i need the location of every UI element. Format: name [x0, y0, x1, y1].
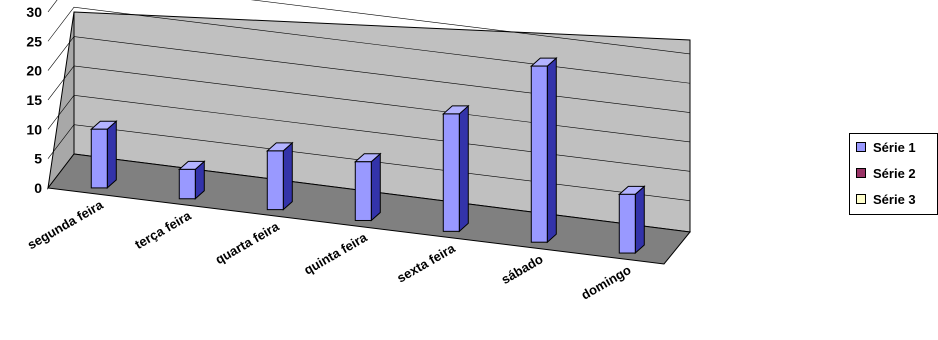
bar-side	[282, 141, 293, 211]
bar	[89, 120, 118, 190]
y-axis-ticks: 0 5 10 15 20 25 30	[26, 4, 42, 196]
bar	[529, 56, 558, 244]
legend-label-serie-3: Série 3	[873, 191, 916, 207]
gridline	[47, 6, 691, 84]
gridline	[47, 36, 691, 113]
bar-front	[354, 161, 372, 221]
y-tick-label: 30	[26, 4, 42, 20]
bar	[265, 141, 294, 211]
y-tick-label: 20	[26, 63, 42, 79]
bar-front	[266, 150, 284, 211]
y-tick-label: 10	[26, 121, 42, 137]
bar-side	[458, 104, 469, 233]
bar-side	[106, 120, 117, 190]
legend-label-serie-1: Série 1	[873, 139, 916, 155]
legend: Série 1 Série 2 Série 3	[849, 133, 938, 215]
bar-front	[442, 113, 460, 232]
bar	[177, 160, 206, 200]
gridline	[47, 65, 691, 143]
legend-label-serie-2: Série 2	[873, 165, 916, 181]
y-tick-label: 5	[34, 151, 42, 167]
bar-front	[178, 168, 196, 200]
legend-swatch-serie-1	[856, 142, 866, 152]
bar	[353, 152, 382, 222]
bar-front	[618, 193, 636, 254]
x-tick-label: terça feira	[132, 208, 194, 252]
y-tick-label: 15	[26, 92, 42, 108]
x-tick-label: quinta feira	[301, 229, 370, 277]
legend-item-serie-2: Série 2	[856, 165, 916, 181]
bar-side	[370, 152, 381, 222]
gridlines	[47, 0, 691, 201]
bar-front	[530, 65, 548, 243]
legend-swatch-serie-3	[856, 194, 866, 204]
x-tick-label: domingo	[578, 262, 633, 302]
x-tick-label: quarta feira	[213, 218, 282, 267]
gridline	[47, 0, 691, 55]
gridline	[47, 94, 691, 172]
bar-front	[90, 128, 108, 189]
bars	[89, 56, 646, 255]
x-tick-label: sexta feira	[394, 240, 458, 286]
x-tick-label: sábado	[499, 251, 546, 287]
legend-item-serie-3: Série 3	[856, 191, 916, 207]
bar-side	[634, 185, 645, 255]
y-tick-label: 25	[26, 33, 42, 49]
bar	[441, 104, 470, 233]
legend-item-serie-1: Série 1	[856, 139, 916, 155]
gridline	[47, 124, 691, 201]
bar	[617, 185, 646, 255]
legend-swatch-serie-2	[856, 168, 866, 178]
x-tick-label: segunda feira	[25, 197, 106, 253]
y-tick-label: 0	[34, 180, 42, 196]
bar-side	[546, 56, 557, 244]
